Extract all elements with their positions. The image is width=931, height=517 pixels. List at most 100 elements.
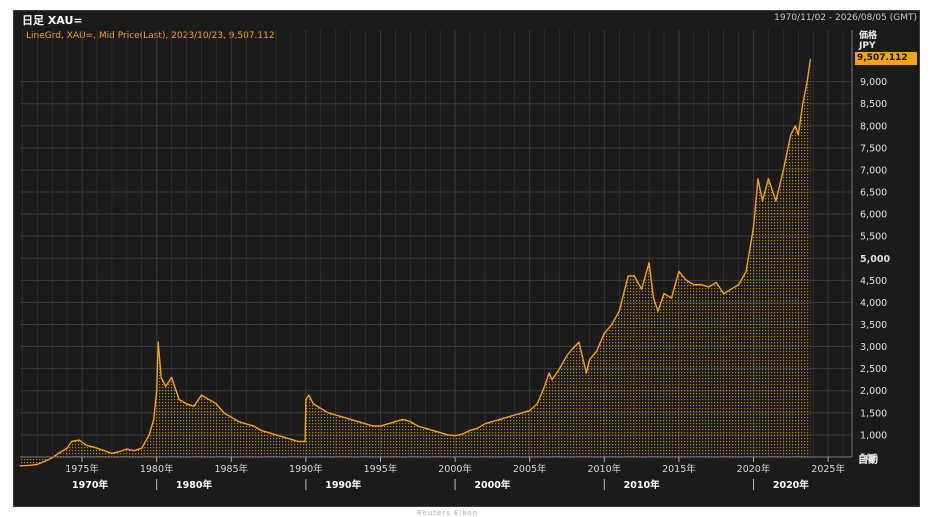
price-point bbox=[588, 359, 591, 361]
price-point bbox=[402, 418, 404, 420]
price-point bbox=[156, 390, 158, 392]
x-tick-label: 2015年 bbox=[662, 463, 696, 475]
x-tick-label: 2010年 bbox=[587, 463, 621, 475]
price-point bbox=[544, 385, 546, 387]
x-tick-label: 2005年 bbox=[513, 463, 547, 475]
price-point bbox=[350, 418, 352, 420]
price-point bbox=[641, 288, 643, 290]
price-point bbox=[230, 416, 232, 418]
price-area bbox=[19, 58, 812, 467]
decade-label: 2020年 bbox=[773, 479, 809, 491]
price-point bbox=[806, 81, 808, 83]
price-point bbox=[506, 416, 508, 418]
price-point bbox=[171, 376, 173, 379]
price-point bbox=[476, 427, 479, 429]
y-tick-label: 1,000 bbox=[860, 430, 887, 441]
price-point bbox=[417, 425, 419, 427]
price-point bbox=[297, 440, 299, 443]
price-point bbox=[730, 288, 732, 290]
y-tick-label: 9,000 bbox=[860, 77, 887, 88]
axis-unit-label: 価格 bbox=[859, 31, 878, 41]
price-point bbox=[618, 310, 620, 312]
y-tick-label: 4,000 bbox=[860, 298, 887, 309]
price-point bbox=[514, 414, 516, 416]
price-point bbox=[723, 293, 725, 295]
y-tick-label: 6,500 bbox=[860, 188, 887, 199]
price-point bbox=[387, 423, 389, 425]
price-point bbox=[499, 418, 501, 420]
price-point bbox=[797, 134, 799, 136]
price-point bbox=[745, 270, 747, 273]
price-point bbox=[93, 446, 95, 448]
price-point bbox=[66, 447, 68, 449]
price-point bbox=[290, 438, 292, 440]
date-range: 1970/11/02 - 2026/08/05 (GMT) bbox=[774, 13, 917, 23]
x-tick-label: 2025年 bbox=[811, 463, 845, 475]
price-point bbox=[529, 410, 531, 412]
price-point bbox=[715, 281, 717, 284]
price-point bbox=[379, 425, 382, 427]
price-point bbox=[253, 425, 255, 427]
axes: 500 1,000 1,500 2,000 2,500 3,000 3,500 4,000 4,… bbox=[20, 30, 890, 491]
price-point bbox=[160, 376, 162, 379]
price-point bbox=[327, 412, 329, 414]
price-point bbox=[29, 464, 31, 466]
price-point bbox=[365, 423, 367, 425]
price-point bbox=[238, 421, 240, 423]
price-point bbox=[153, 418, 155, 420]
price-point bbox=[578, 341, 580, 343]
decade-label: 2010年 bbox=[624, 479, 660, 491]
price-point bbox=[342, 416, 344, 418]
price-point bbox=[85, 444, 88, 446]
price-point bbox=[245, 423, 247, 425]
price-point bbox=[700, 284, 702, 286]
x-tick-label: 1985年 bbox=[214, 463, 248, 475]
price-point bbox=[282, 436, 285, 438]
price-point bbox=[790, 134, 792, 136]
y-tick-label: 3,500 bbox=[860, 320, 887, 331]
price-point bbox=[670, 297, 673, 299]
price-point bbox=[215, 403, 217, 405]
price-point bbox=[275, 434, 277, 436]
price-point bbox=[738, 284, 740, 286]
y-tick-label: 7,500 bbox=[860, 143, 887, 154]
price-point bbox=[320, 407, 322, 409]
series-legend[interactable]: LineGrd, XAU=, Mid Price(Last), 2023/10/… bbox=[26, 31, 275, 41]
auto-scale-button[interactable]: 自動 bbox=[858, 455, 878, 466]
price-point bbox=[802, 103, 804, 105]
price-point bbox=[208, 398, 210, 401]
decade-label: 1990年 bbox=[325, 479, 361, 491]
y-tick-label: 6,000 bbox=[860, 210, 887, 221]
price-point bbox=[603, 332, 605, 334]
price-point bbox=[633, 275, 635, 277]
axis-currency-label: JPY bbox=[859, 41, 876, 51]
price-point bbox=[585, 372, 588, 374]
price-point bbox=[794, 125, 796, 127]
price-point bbox=[36, 463, 38, 465]
y-tick-label: 5,000 bbox=[860, 254, 890, 265]
x-tick-label: 1980年 bbox=[140, 463, 174, 475]
decade-label: 1980年 bbox=[176, 479, 212, 491]
price-point bbox=[484, 423, 486, 425]
price-line bbox=[19, 59, 812, 467]
price-point bbox=[548, 372, 550, 374]
price-point bbox=[611, 323, 613, 326]
price-point bbox=[308, 394, 310, 396]
price-point bbox=[566, 354, 568, 356]
x-tick-label: 1990年 bbox=[289, 463, 323, 475]
x-tick-label: 2020年 bbox=[737, 463, 771, 475]
price-point bbox=[335, 414, 337, 416]
price-point bbox=[71, 440, 73, 443]
price-point bbox=[521, 412, 523, 414]
y-tick-label: 8,500 bbox=[860, 99, 887, 110]
price-point bbox=[133, 450, 135, 452]
price-point bbox=[141, 447, 143, 449]
price-point bbox=[491, 421, 493, 423]
price-point bbox=[469, 429, 471, 431]
price-point bbox=[596, 350, 598, 352]
price-point bbox=[757, 178, 759, 180]
price-point bbox=[678, 270, 680, 273]
y-tick-label: 500 bbox=[860, 452, 878, 463]
price-point bbox=[304, 440, 306, 443]
